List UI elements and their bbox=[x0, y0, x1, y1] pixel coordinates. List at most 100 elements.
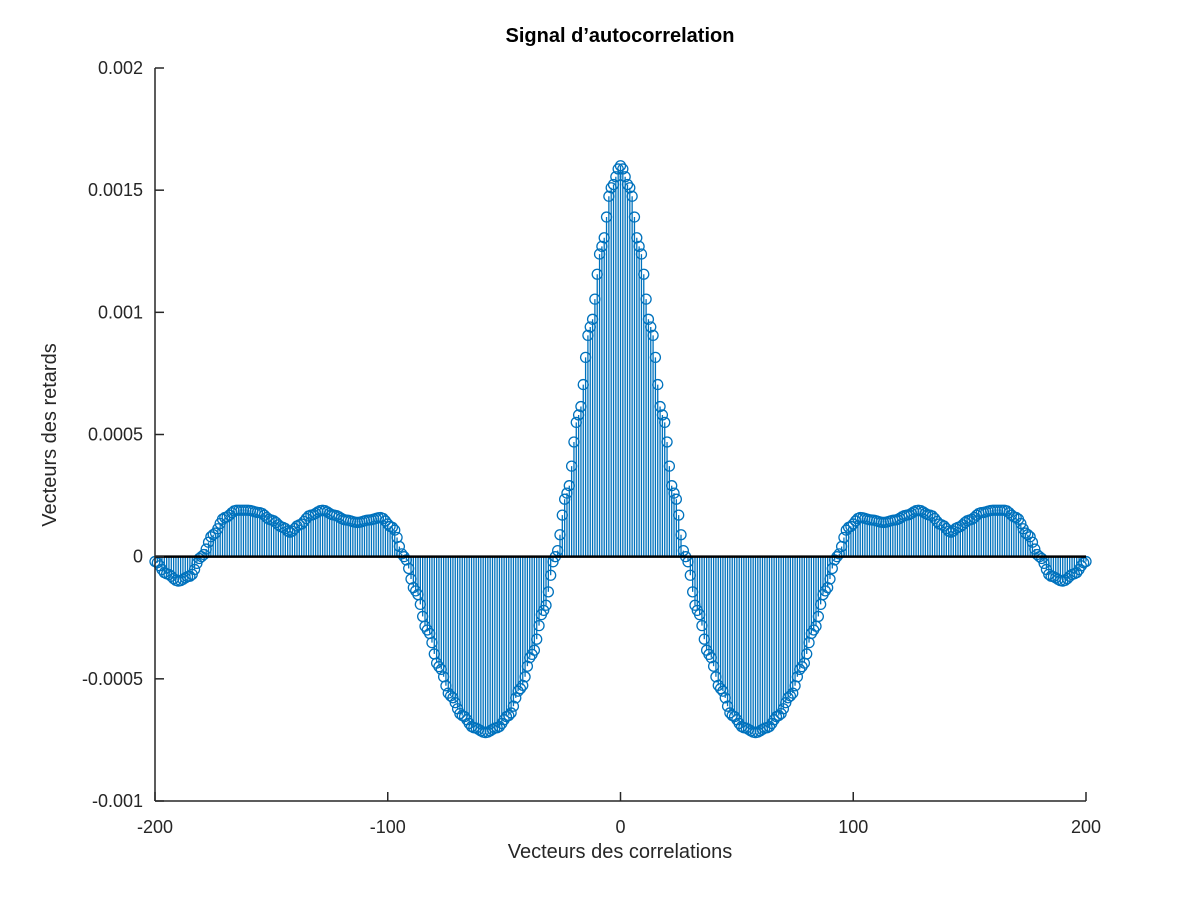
stem-marker bbox=[647, 329, 659, 342]
stem-marker bbox=[689, 599, 701, 611]
chart-title: Signal d’autocorrelation bbox=[506, 25, 735, 47]
x-axis-label: Vecteurs des correlations bbox=[508, 841, 733, 863]
stem-marker bbox=[533, 619, 545, 632]
stem-marker bbox=[510, 692, 522, 704]
stem-marker bbox=[614, 160, 627, 172]
stem-marker bbox=[717, 685, 729, 697]
stem-marker bbox=[542, 586, 554, 598]
stem-marker bbox=[386, 521, 399, 533]
stem-marker bbox=[642, 313, 655, 325]
stem-markers bbox=[149, 160, 1092, 739]
stem-marker bbox=[819, 585, 831, 597]
stem-series bbox=[154, 165, 1087, 733]
stem-marker bbox=[589, 293, 601, 305]
stem-marker bbox=[640, 293, 652, 305]
stem-marker bbox=[393, 540, 406, 553]
stem-marker bbox=[403, 562, 415, 575]
stem-marker bbox=[556, 509, 568, 521]
stem-marker bbox=[545, 569, 557, 581]
stem-marker bbox=[612, 163, 624, 175]
stem-marker bbox=[619, 171, 631, 183]
stem-marker bbox=[554, 529, 566, 541]
stem-marker bbox=[538, 604, 550, 617]
stem-marker bbox=[565, 460, 578, 472]
stem-marker bbox=[710, 671, 722, 683]
stem-marker bbox=[812, 610, 824, 623]
stem-marker bbox=[654, 400, 666, 413]
stem-marker bbox=[656, 409, 669, 421]
stem-marker bbox=[540, 599, 552, 611]
stem-marker bbox=[684, 569, 696, 581]
stem-marker bbox=[670, 493, 683, 505]
stem-marker bbox=[687, 586, 699, 598]
stem-marker bbox=[582, 329, 594, 342]
stem-marker bbox=[635, 248, 648, 260]
stem-marker bbox=[698, 633, 710, 645]
stem-marker bbox=[1038, 557, 1050, 570]
stem-marker bbox=[426, 636, 438, 649]
stem-marker bbox=[414, 598, 426, 611]
stem-marker bbox=[714, 682, 727, 695]
stem-marker bbox=[617, 163, 629, 175]
y-tick-label: -0.001 bbox=[92, 791, 143, 811]
stem-marker bbox=[405, 573, 417, 585]
stem-marker bbox=[449, 697, 461, 709]
stem-marker bbox=[563, 480, 575, 492]
stem-marker bbox=[631, 232, 643, 244]
stem-marker bbox=[586, 313, 599, 325]
stem-marker bbox=[572, 409, 585, 421]
stem-marker bbox=[645, 321, 657, 333]
stem-marker bbox=[505, 707, 517, 719]
stem-marker bbox=[596, 240, 608, 253]
stem-marker bbox=[1024, 531, 1036, 543]
stem-marker bbox=[575, 400, 587, 413]
stem-marker bbox=[598, 232, 610, 244]
stem-marker bbox=[621, 178, 634, 191]
stem-marker bbox=[577, 378, 589, 391]
stem-marker bbox=[638, 268, 650, 280]
stem-marker bbox=[821, 581, 834, 594]
x-tick-label: -200 bbox=[137, 817, 173, 837]
stem-marker bbox=[703, 648, 715, 661]
stem-marker bbox=[561, 487, 573, 499]
stem-marker bbox=[673, 509, 685, 521]
x-tick-label: 0 bbox=[615, 817, 625, 837]
stem-marker bbox=[528, 644, 541, 656]
y-axis-ticks: -0.001 -0.0005 0 0.0005 0.001 0.0015 0.002 bbox=[82, 58, 164, 811]
stem-marker bbox=[663, 460, 676, 472]
stem-marker bbox=[593, 248, 606, 260]
stem-marker bbox=[514, 682, 527, 695]
stem-marker bbox=[721, 700, 734, 712]
stem-marker bbox=[433, 660, 445, 673]
stem-marker bbox=[666, 480, 678, 492]
stem-marker bbox=[659, 416, 671, 429]
stem-marker bbox=[1026, 536, 1039, 548]
stem-marker bbox=[624, 182, 636, 194]
stem-marker bbox=[531, 633, 543, 645]
stem-marker bbox=[503, 709, 515, 722]
stem-marker bbox=[603, 190, 615, 202]
stem-marker bbox=[605, 182, 617, 194]
stem-marker bbox=[826, 562, 838, 575]
stem-marker bbox=[719, 692, 731, 704]
stem-marker bbox=[705, 652, 717, 664]
stem-marker bbox=[649, 351, 662, 364]
stem-marker bbox=[784, 690, 797, 702]
x-axis-ticks: -200 -100 0 100 200 bbox=[137, 792, 1101, 837]
stem-marker bbox=[591, 268, 603, 280]
stem-marker bbox=[558, 493, 571, 505]
y-axis-label: Vecteurs des retards bbox=[39, 343, 61, 526]
stem-marker bbox=[696, 619, 708, 632]
y-tick-label: 0 bbox=[133, 547, 143, 567]
stem-marker bbox=[791, 671, 804, 683]
stem-marker bbox=[610, 171, 622, 183]
x-tick-label: 100 bbox=[838, 817, 868, 837]
stem-marker bbox=[519, 671, 531, 683]
stem-marker bbox=[507, 700, 520, 712]
stem-marker bbox=[435, 663, 447, 676]
stem-marker bbox=[517, 679, 529, 691]
stem-marker bbox=[570, 416, 582, 429]
stem-marker bbox=[787, 687, 799, 699]
stem-marker bbox=[440, 680, 452, 692]
